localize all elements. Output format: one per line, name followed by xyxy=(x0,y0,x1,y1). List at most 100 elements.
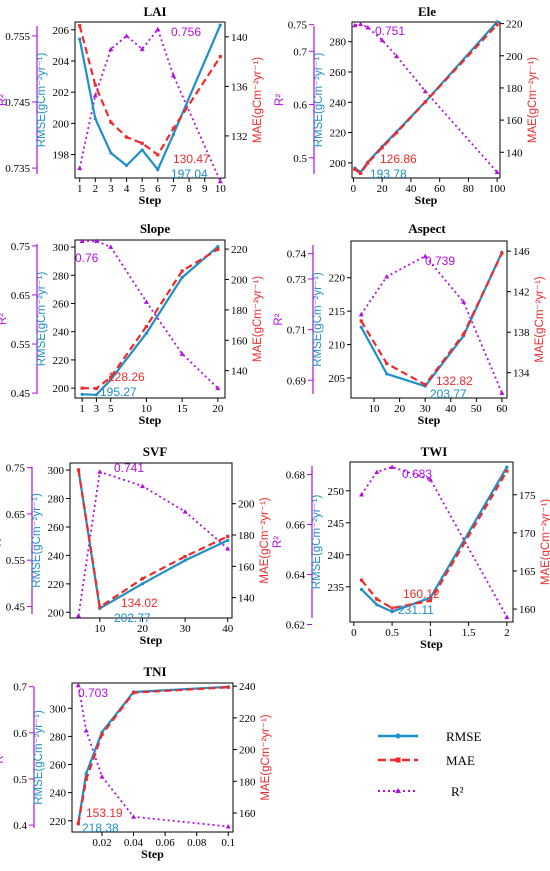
rmse-tick-label: 215 xyxy=(329,306,346,318)
chart-title: TNI xyxy=(143,664,166,679)
mae-point xyxy=(124,135,129,139)
x-tick-label: 60 xyxy=(496,403,508,415)
r2-tick-label: 0.62 xyxy=(286,620,305,632)
panel-aspect: Aspect 10 20 30 40 50 60 Step 205 210 215 220 134 138… xyxy=(273,221,546,427)
rmse-tick-label: 220 xyxy=(329,273,346,285)
chart-title: Slope xyxy=(140,221,171,236)
r2-point xyxy=(504,614,510,619)
mae-point xyxy=(100,732,104,737)
r2-tick-label: 0.64 xyxy=(286,570,306,582)
rmse-tick-label: 200 xyxy=(48,607,65,619)
mae-axis-label: MAE(gCm⁻²yr⁻¹) xyxy=(260,714,272,800)
rmse-tick-label: 210 xyxy=(329,340,346,352)
r2-axis-label: R² xyxy=(0,94,9,106)
rmse-tick-label: 280 xyxy=(53,270,70,282)
rmse-tick-label: 200 xyxy=(53,118,70,130)
x-tick-label: 1 xyxy=(79,403,85,415)
x-tick-label: 5 xyxy=(139,183,145,195)
rmse-point xyxy=(495,20,499,24)
rmse-tick-label: 240 xyxy=(328,550,345,562)
r2-point xyxy=(358,311,364,317)
r2-tick-label: 0.6 xyxy=(13,728,27,740)
mae-point xyxy=(144,324,149,329)
r2-point xyxy=(108,244,114,249)
x-tick-label: 10 xyxy=(141,403,153,415)
r2-tick-label: 0.75 xyxy=(288,20,308,32)
r2-tick-label: 0.7 xyxy=(293,46,307,58)
x-tick-label: 0.08 xyxy=(187,837,207,849)
x-tick-label: 40 xyxy=(222,623,234,635)
r2-point xyxy=(170,73,176,78)
legend-r2-label: R² xyxy=(451,784,464,799)
rmse-point xyxy=(218,23,222,27)
r2-point xyxy=(77,165,83,171)
r2-tick-label: 0.755 xyxy=(5,31,30,43)
rmse-tick-label: 220 xyxy=(53,355,70,367)
mae-point xyxy=(80,386,84,390)
legend-r2-marker xyxy=(395,788,401,793)
r2-tick-label: 0.75 xyxy=(6,463,26,475)
x-tick-label: 0 xyxy=(351,183,357,195)
rmse-tick-label: 280 xyxy=(330,37,347,49)
rmse-best-annotation: 195.27 xyxy=(100,385,137,399)
rmse-tick-label: 280 xyxy=(48,494,65,506)
rmse-tick-label: 260 xyxy=(330,67,347,79)
mae-tick-label: 200 xyxy=(506,51,523,63)
rmse-axis-label: RMSE(gCm⁻²yr⁻¹) xyxy=(33,710,45,805)
x-tick-label: 0.04 xyxy=(124,837,144,849)
r2-tick-label: 0.55 xyxy=(6,555,26,567)
r2-point xyxy=(124,33,130,38)
rmse-best-annotation: 202.77 xyxy=(114,611,151,625)
mae-tick-label: 240 xyxy=(239,681,256,693)
mae-tick-label: 140 xyxy=(238,593,255,605)
rmse-tick-label: 200 xyxy=(53,383,70,395)
r2-point xyxy=(79,238,85,243)
mae-point xyxy=(84,777,88,781)
rmse-point xyxy=(359,587,364,591)
x-tick-label: 0.06 xyxy=(156,837,176,849)
x-tick-label: 40 xyxy=(405,183,417,195)
rmse-axis-label: RMSE(gCm⁻²yr⁻¹) xyxy=(313,53,325,148)
mae-axis-label: MAE(gCm⁻²yr⁻¹) xyxy=(527,57,539,143)
rmse-best-annotation: 231.11 xyxy=(398,603,434,617)
r2-point xyxy=(139,46,145,52)
rmse-tick-label: 220 xyxy=(48,579,65,591)
r2-point xyxy=(422,88,428,94)
x-tick-label: 20 xyxy=(137,623,149,635)
mae-point xyxy=(98,605,102,609)
x-axis-label: Step xyxy=(141,847,164,861)
r2-tick-label: 0.65 xyxy=(6,509,26,521)
plot-frame xyxy=(74,239,226,399)
r2-point xyxy=(225,823,231,829)
r2-point xyxy=(92,92,98,98)
mae-point xyxy=(218,55,222,59)
rmse-tick-label: 300 xyxy=(48,465,65,477)
r2-tick-label: 0.5 xyxy=(293,153,307,165)
x-tick-label: 3 xyxy=(108,183,114,195)
r2-tick-label: 0.74 xyxy=(287,249,307,261)
mae-tick-label: 138 xyxy=(513,327,530,339)
mae-series-line xyxy=(360,470,508,610)
rmse-tick-label: 280 xyxy=(50,731,67,743)
chart-title: SVF xyxy=(143,444,168,459)
mae-tick-label: 180 xyxy=(231,305,248,317)
mae-tick-label: 165 xyxy=(519,566,536,578)
mae-axis-label: MAE(gCm⁻²yr⁻¹) xyxy=(252,57,264,143)
rmse-point xyxy=(390,610,394,614)
mae-point xyxy=(359,171,363,176)
mae-point xyxy=(109,120,113,124)
plot-frame xyxy=(71,682,234,833)
x-tick-label: 2 xyxy=(504,627,510,639)
x-tick-label: 9 xyxy=(202,183,208,195)
r2-best-annotation: 0.751 xyxy=(375,24,405,38)
rmse-tick-label: 300 xyxy=(50,703,67,715)
mae-point xyxy=(78,24,82,28)
rmse-point xyxy=(144,331,149,335)
r2-point xyxy=(131,814,137,819)
rmse-best-annotation: 218.38 xyxy=(82,821,119,835)
mae-series-line xyxy=(82,248,219,390)
x-tick-label: 6 xyxy=(155,183,161,195)
rmse-tick-label: 202 xyxy=(53,87,70,99)
